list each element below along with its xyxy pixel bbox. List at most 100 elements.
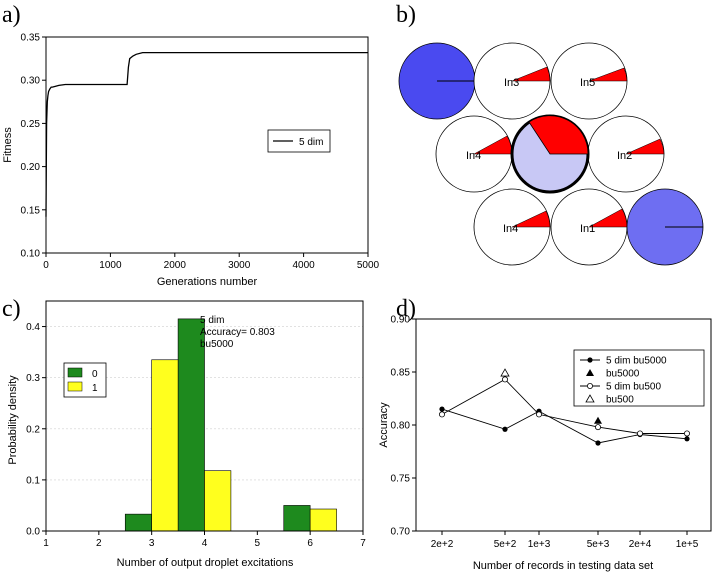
chart-d-point xyxy=(585,394,595,403)
chart-d-legend xyxy=(573,349,705,407)
chart-c-legend-label-0: 0 xyxy=(92,369,98,380)
chart-d-xaxis: 2e+2 5e+2 1e+3 5e+3 2e+4 1e+5 xyxy=(431,531,699,550)
chart-d-point xyxy=(501,376,508,383)
chart-c-legend-swatch-0 xyxy=(67,367,83,378)
chart-c-legend-label-1: 1 xyxy=(92,383,98,394)
chart-d-series-line xyxy=(441,378,687,434)
chart-d-point xyxy=(500,368,510,377)
droplet-in5-label: In5 xyxy=(580,77,595,89)
panel-label-d: d) xyxy=(396,296,416,322)
chart-c-xlabel: Number of output droplet excitations xyxy=(117,557,294,569)
chart-a-xtick-label: 0 xyxy=(43,260,49,271)
panel-label-b: b) xyxy=(396,2,416,28)
chart-c-ytick-label: 0.4 xyxy=(26,322,40,333)
panel-label-a: a) xyxy=(2,2,21,28)
chart-a-ytick-label: 0.25 xyxy=(21,119,41,130)
chart-d-point xyxy=(587,357,593,363)
chart-c-bar xyxy=(204,470,232,532)
chart-a-xtick-label: 5000 xyxy=(357,260,380,271)
chart-c-bar xyxy=(309,508,337,532)
chart-d-point xyxy=(684,436,690,442)
droplet-in2-label: In2 xyxy=(617,150,632,162)
chart-c-bar xyxy=(177,318,205,532)
chart-d-ytick-label: 0.90 xyxy=(391,315,411,326)
output-droplet-sector xyxy=(528,115,589,155)
chart-c-bar xyxy=(151,359,179,532)
chart-d-point xyxy=(595,424,602,431)
chart-a-ytick-label: 0.30 xyxy=(21,76,41,87)
chart-d-xtick-label: 2e+4 xyxy=(629,539,652,550)
chart-a-xtick-label: 2000 xyxy=(164,260,187,271)
chart-c-xtick-label: 2 xyxy=(96,538,102,549)
chart-a-ytick-label: 0.15 xyxy=(21,205,41,216)
chart-c-yaxis: 0.0 0.1 0.2 0.3 0.4 xyxy=(26,322,46,538)
chart-d-legend-entries: 5 dim bu5000 bu5000 5 dim bu500 bu500 xyxy=(580,356,667,406)
chart-a-ytick-label: 0.20 xyxy=(21,162,41,173)
chart-c-xtick-label: 6 xyxy=(307,538,313,549)
chart-d-ytick-label: 0.75 xyxy=(391,474,411,485)
chart-d-xlabel: Number of records in testing data set xyxy=(473,560,653,572)
chart-c-annotation-line-2: Accuracy= 0.803 xyxy=(200,327,275,338)
droplet-in3-label: In3 xyxy=(504,77,519,89)
droplet-in4-bottom-sector xyxy=(511,210,551,228)
chart-d-point xyxy=(637,430,644,437)
chart-a-yaxis: 0.10 0.15 0.20 0.25 0.30 0.35 xyxy=(21,33,46,260)
chart-c: 0.0 0.1 0.2 0.3 0.4 1 2 3 4 5 6 7 0 1 5 dim Accura… xyxy=(7,300,366,569)
chart-d-point xyxy=(586,369,594,376)
chart-d-ytick-label: 0.80 xyxy=(391,421,411,432)
chart-d-point xyxy=(536,411,543,418)
chart-c-annotation-line-3: bu5000 xyxy=(200,339,234,350)
chart-d-series xyxy=(438,368,691,446)
droplet-in4-bottom-label: In4 xyxy=(503,223,518,235)
panel-label-c: c) xyxy=(2,296,21,322)
chart-d-point xyxy=(439,406,445,412)
chart-d-xtick-label: 5e+3 xyxy=(587,539,610,550)
chart-c-ytick-label: 0.2 xyxy=(26,424,40,435)
chart-a-xaxis: 0 1000 2000 3000 4000 5000 xyxy=(43,253,380,271)
diagram-b: In3 In5 In4 In2 In4 In1 xyxy=(398,42,704,266)
chart-d-xtick-label: 5e+2 xyxy=(494,539,517,550)
chart-a-xtick-label: 1000 xyxy=(99,260,122,271)
chart-d-legend-label: 5 dim bu500 xyxy=(606,382,661,393)
droplet-in1-label: In1 xyxy=(580,223,595,235)
droplet-in3-sector xyxy=(511,66,551,82)
chart-d-point xyxy=(502,426,508,432)
chart-d-series-line xyxy=(441,408,688,444)
chart-d-point xyxy=(684,430,691,437)
chart-c-xtick-label: 3 xyxy=(149,538,155,549)
chart-d-yaxis: 0.70 0.75 0.80 0.85 0.90 xyxy=(391,315,416,538)
chart-a-legend xyxy=(267,129,331,153)
chart-a-ylabel: Fitness xyxy=(2,127,14,163)
chart-d-point xyxy=(438,411,445,418)
chart-a-xtick-label: 3000 xyxy=(228,260,251,271)
chart-d-point xyxy=(595,440,601,446)
chart-c-xtick-label: 4 xyxy=(202,538,208,549)
chart-c-xaxis: 1 2 3 4 5 6 7 xyxy=(43,531,366,549)
chart-d-point xyxy=(594,416,602,424)
droplet-in2-sector xyxy=(625,138,665,155)
chart-d-xtick-label: 2e+2 xyxy=(431,539,454,550)
chart-d-legend-label: 5 dim bu5000 xyxy=(606,356,667,367)
chart-c-xtick-label: 1 xyxy=(43,538,49,549)
chart-d-ylabel: Accuracy xyxy=(378,402,390,448)
droplet-in5-sector xyxy=(588,67,628,82)
chart-c-xtick-label: 7 xyxy=(360,538,366,549)
chart-c-ytick-label: 0.3 xyxy=(26,373,40,384)
chart-a-series-line xyxy=(45,51,368,217)
chart-d-legend-label: bu5000 xyxy=(606,369,640,380)
chart-d-point xyxy=(587,382,594,389)
chart-d-legend-label: bu500 xyxy=(606,395,634,406)
chart-c-ytick-label: 0.0 xyxy=(26,527,40,538)
chart-a-legend-label: 5 dim xyxy=(299,137,323,148)
chart-c-ylabel: Probability density xyxy=(7,375,19,465)
chart-c-annotation-line-1: 5 dim xyxy=(200,315,224,326)
chart-a: 0.10 0.15 0.20 0.25 0.30 0.35 0 1000 2000 3000 40… xyxy=(2,33,380,289)
chart-c-bar xyxy=(283,505,311,532)
chart-a-ytick-label: 0.35 xyxy=(21,33,41,44)
chart-c-xtick-label: 5 xyxy=(255,538,261,549)
chart-a-ytick-label: 0.10 xyxy=(21,249,41,260)
chart-a-xtick-label: 4000 xyxy=(292,260,315,271)
chart-c-ytick-label: 0.1 xyxy=(26,475,40,486)
chart-d-ytick-label: 0.70 xyxy=(391,527,411,538)
